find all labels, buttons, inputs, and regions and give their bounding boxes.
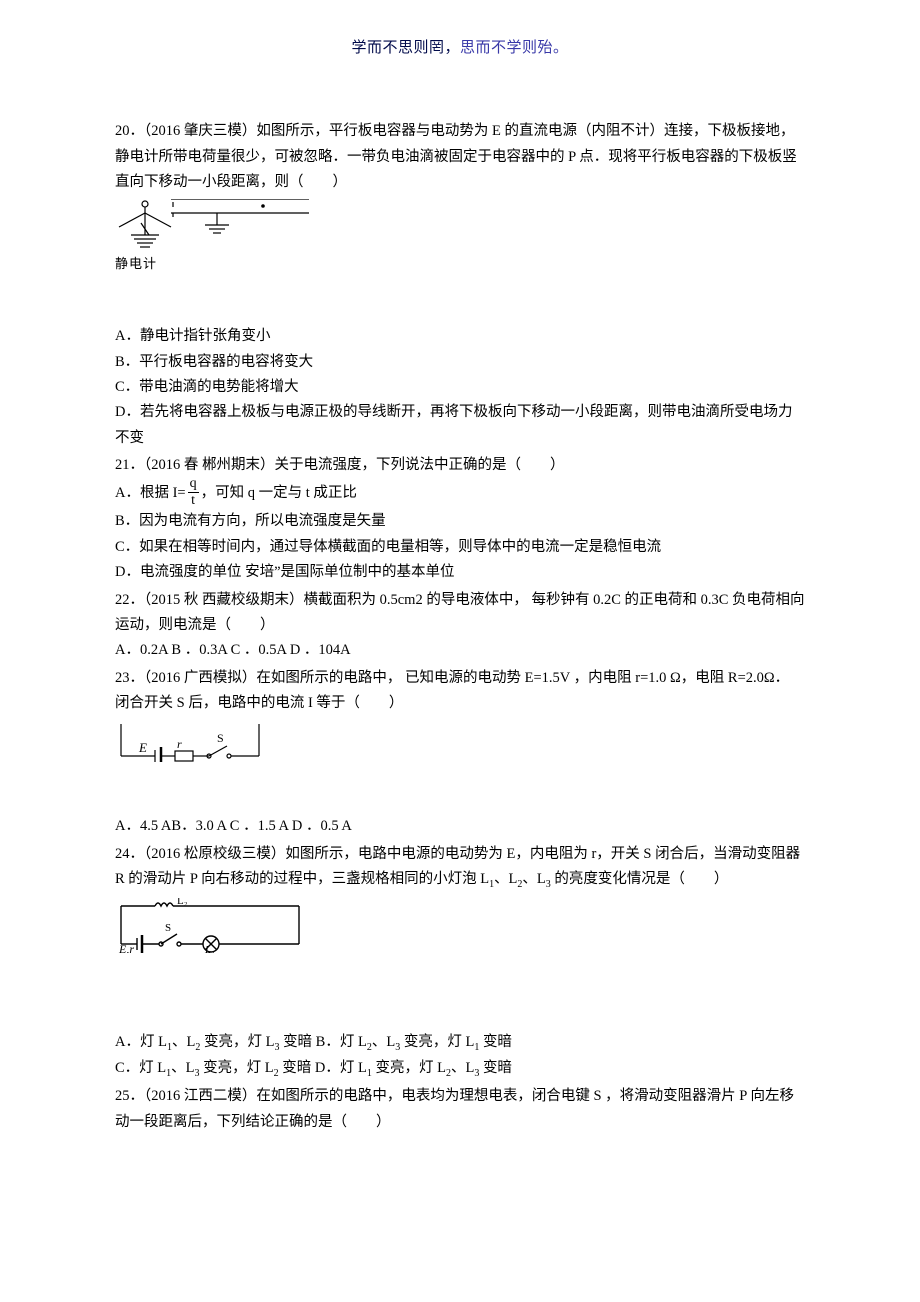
page-header-motto: 学而不思则罔，思而不学则殆。 (115, 35, 805, 61)
q24-stem: 24．（2016 松原校级三模）如图所示，电路中电源的电动势为 E，内电阻为 r… (115, 842, 805, 894)
q21-A-post: ，可知 q 一定与 t 成正比 (201, 485, 357, 501)
q24-stem-m2: 、L (522, 871, 545, 887)
q20-option-B: B．平行板电容器的电容将变大 (115, 350, 805, 375)
q23-circuit-figure: E r S (115, 722, 265, 762)
q21-option-D: D．电流强度的单位 安培”是国际单位制中的基本单位 (115, 560, 805, 585)
question-24: 24．（2016 松原校级三模）如图所示，电路中电源的电动势为 E，内电阻为 r… (115, 842, 805, 1083)
q24-stem-m1: 、L (494, 871, 517, 887)
question-23: 23．（2016 广西模拟）在如图所示的电路中， 已知电源的电动势 E=1.5V… (115, 666, 805, 840)
q23-label-r: r (177, 737, 182, 751)
q24-options-line-AB: A．灯 L1、L2 变亮，灯 L3 变暗 B．灯 L2、L3 变亮，灯 L1 变… (115, 1030, 805, 1056)
q21-frac-den: t (188, 492, 199, 508)
spacer (115, 955, 805, 1030)
q22-stem: 22．（2015 秋 西藏校级期末）横截面积为 0.5cm2 的导电液体中， 每… (115, 588, 805, 639)
q24-label-L1: L₁ (204, 944, 215, 953)
q21-A-pre: A．根据 I= (115, 485, 186, 501)
q23-stem: 23．（2016 广西模拟）在如图所示的电路中， 已知电源的电动势 E=1.5V… (115, 666, 805, 717)
q23-options: A．4.5 AB．3.0 A C ．1.5 A D ．0.5 A (115, 814, 805, 839)
page-container: 学而不思则罔，思而不学则殆。 20．（2016 肇庆三模）如图所示，平行板电容器… (0, 0, 920, 1197)
q21-option-B: B．因为电流有方向，所以电流强度是矢量 (115, 509, 805, 534)
question-20: 20．（2016 肇庆三模）如图所示，平行板电容器与电动势为 E 的直流电源（内… (115, 119, 805, 451)
q20-figure-electrometer (115, 199, 315, 251)
q23-label-S: S (217, 731, 224, 745)
q20-figure-label: 静电计 (115, 253, 805, 276)
q20-option-D: D．若先将电容器上极板与电源正极的导线断开，再将下极板向下移动一小段距离，则带电… (115, 400, 805, 451)
q24-stem-post: 的亮度变化情况是（ ） (551, 871, 729, 887)
header-part2: 思而不学则殆。 (460, 40, 569, 56)
q24-label-L2: L₂ (177, 898, 188, 907)
q21-option-C: C．如果在相等时间内，通过导体横截面的电量相等，则导体中的电流一定是稳恒电流 (115, 535, 805, 560)
q25-stem: 25．（2016 江西二模）在如图所示的电路中，电表均为理想电表，闭合电键 S … (115, 1084, 805, 1135)
spacer (115, 766, 805, 814)
question-25: 25．（2016 江西二模）在如图所示的电路中，电表均为理想电表，闭合电键 S … (115, 1084, 805, 1135)
q20-option-A: A．静电计指针张角变小 (115, 324, 805, 349)
q24-label-S: S (165, 922, 171, 934)
q22-options: A．0.2A B ．0.3A C ．0.5A D ．104A (115, 638, 805, 663)
q24-options-line-CD: C．灯 L1、L3 变亮，灯 L2 变暗 D．灯 L1 变亮，灯 L2、L3 变… (115, 1056, 805, 1082)
q21-option-A: A．根据 I=qt，可知 q 一定与 t 成正比 (115, 478, 805, 509)
question-22: 22．（2015 秋 西藏校级期末）横截面积为 0.5cm2 的导电液体中， 每… (115, 588, 805, 664)
question-21: 21．（2016 春 郴州期末）关于电流强度，下列说法中正确的是（ ） A．根据… (115, 453, 805, 586)
q21-frac-num: q (188, 477, 199, 492)
header-part1: 学而不思则罔， (351, 40, 460, 56)
q20-option-C: C．带电油滴的电势能将增大 (115, 375, 805, 400)
q20-stem: 20．（2016 肇庆三模）如图所示，平行板电容器与电动势为 E 的直流电源（内… (115, 119, 805, 195)
q23-label-E: E (138, 740, 147, 755)
q21-fraction: qt (188, 477, 199, 508)
q24-label-Er: E,r (118, 942, 134, 953)
q24-circuit-figure: L₂ S E,r L₁ (115, 898, 305, 953)
spacer (115, 276, 805, 324)
q21-stem: 21．（2016 春 郴州期末）关于电流强度，下列说法中正确的是（ ） (115, 453, 805, 478)
